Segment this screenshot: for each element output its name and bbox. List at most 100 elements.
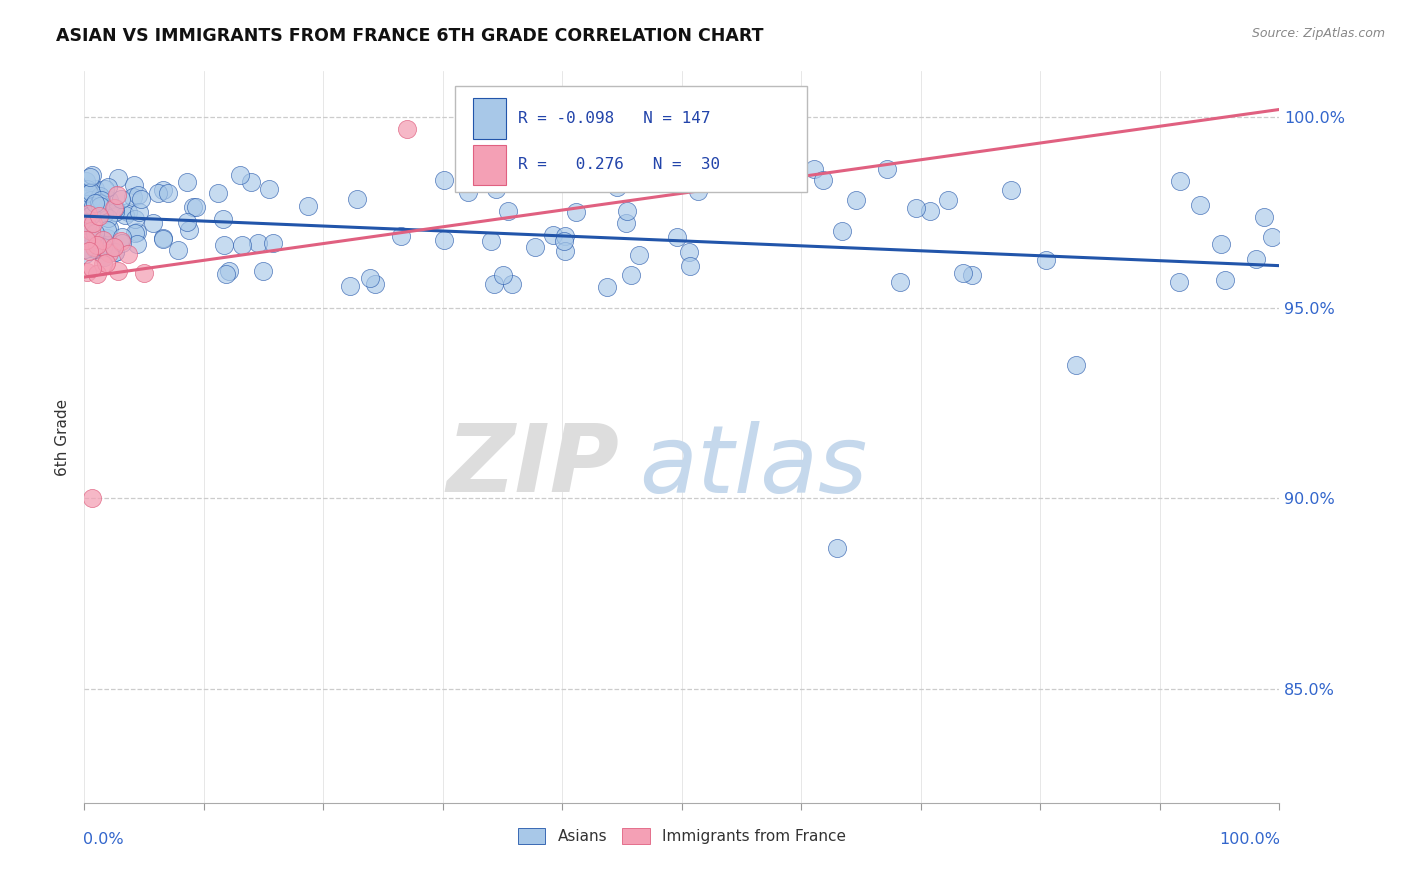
Point — [83, 239, 105, 253]
Point — [80, 185, 103, 199]
Point — [186, 200, 208, 214]
Point — [606, 179, 628, 194]
Point — [89, 242, 111, 256]
Point — [554, 228, 576, 243]
Point — [1188, 198, 1211, 212]
Point — [212, 211, 235, 226]
Point — [80, 233, 103, 247]
Point — [98, 193, 121, 207]
Point — [134, 266, 156, 280]
Point — [339, 278, 361, 293]
Point — [75, 214, 97, 228]
Point — [628, 248, 651, 262]
Point — [364, 277, 387, 291]
Text: R =   0.276   N =  30: R = 0.276 N = 30 — [519, 157, 720, 172]
Point — [121, 190, 143, 204]
Point — [146, 186, 169, 201]
Text: 0.0%: 0.0% — [83, 832, 124, 847]
Point — [93, 207, 115, 221]
Point — [122, 178, 145, 192]
Point — [82, 216, 104, 230]
Point — [93, 250, 115, 264]
Point — [107, 170, 129, 185]
Point — [97, 221, 120, 235]
Point — [97, 211, 120, 226]
Point — [485, 182, 508, 196]
Point — [177, 223, 200, 237]
Point — [679, 259, 702, 273]
Point — [73, 242, 96, 256]
Point — [876, 161, 898, 176]
Point — [212, 238, 235, 252]
Text: Source: ZipAtlas.com: Source: ZipAtlas.com — [1251, 27, 1385, 40]
Point — [1261, 230, 1284, 244]
Point — [83, 234, 105, 248]
Point — [1170, 174, 1192, 188]
Point — [1246, 252, 1268, 267]
Point — [176, 176, 198, 190]
Point — [257, 182, 280, 196]
Point — [554, 244, 576, 258]
Point — [647, 121, 669, 136]
Point — [77, 244, 100, 258]
Point — [827, 541, 849, 555]
Point — [396, 121, 419, 136]
Point — [103, 201, 125, 215]
Point — [496, 203, 519, 218]
Point — [1000, 183, 1022, 197]
Point — [97, 238, 120, 252]
Point — [541, 228, 564, 243]
Point — [76, 218, 98, 232]
Point — [84, 195, 107, 210]
Point — [803, 161, 825, 176]
Point — [84, 182, 107, 196]
Point — [104, 244, 127, 259]
Point — [527, 121, 550, 136]
Point — [152, 232, 174, 246]
Point — [499, 176, 522, 190]
Point — [125, 225, 148, 239]
Point — [1035, 252, 1057, 267]
Bar — [472, 98, 506, 138]
Point — [616, 203, 638, 218]
Point — [595, 280, 617, 294]
Point — [76, 182, 98, 196]
Point — [86, 237, 108, 252]
Point — [905, 201, 928, 215]
Point — [346, 192, 368, 206]
Point — [678, 244, 700, 259]
Point — [484, 277, 506, 292]
Point — [831, 224, 853, 238]
Point — [457, 185, 479, 199]
Point — [110, 192, 132, 206]
Point — [813, 173, 835, 187]
Point — [620, 268, 643, 283]
Point — [131, 192, 153, 206]
Point — [433, 172, 456, 186]
Point — [1167, 275, 1189, 289]
Point — [104, 244, 127, 259]
Point — [87, 191, 110, 205]
Point — [456, 175, 478, 189]
Point — [75, 247, 97, 261]
Point — [89, 199, 111, 213]
Point — [252, 264, 274, 278]
Text: ZIP: ZIP — [446, 420, 619, 512]
Text: R = -0.098   N = 147: R = -0.098 N = 147 — [519, 111, 710, 126]
Point — [80, 208, 103, 222]
Point — [565, 205, 588, 219]
Point — [82, 261, 104, 276]
Point — [127, 188, 149, 202]
Point — [79, 209, 101, 223]
Point — [247, 236, 270, 251]
Legend: Asians, Immigrants from France: Asians, Immigrants from France — [512, 822, 852, 850]
Point — [76, 221, 98, 235]
Point — [91, 233, 114, 247]
Point — [240, 176, 263, 190]
Point — [167, 244, 190, 258]
Point — [359, 271, 381, 285]
Point — [103, 240, 125, 254]
Point — [117, 205, 139, 219]
Point — [125, 237, 148, 252]
Point — [91, 240, 114, 254]
